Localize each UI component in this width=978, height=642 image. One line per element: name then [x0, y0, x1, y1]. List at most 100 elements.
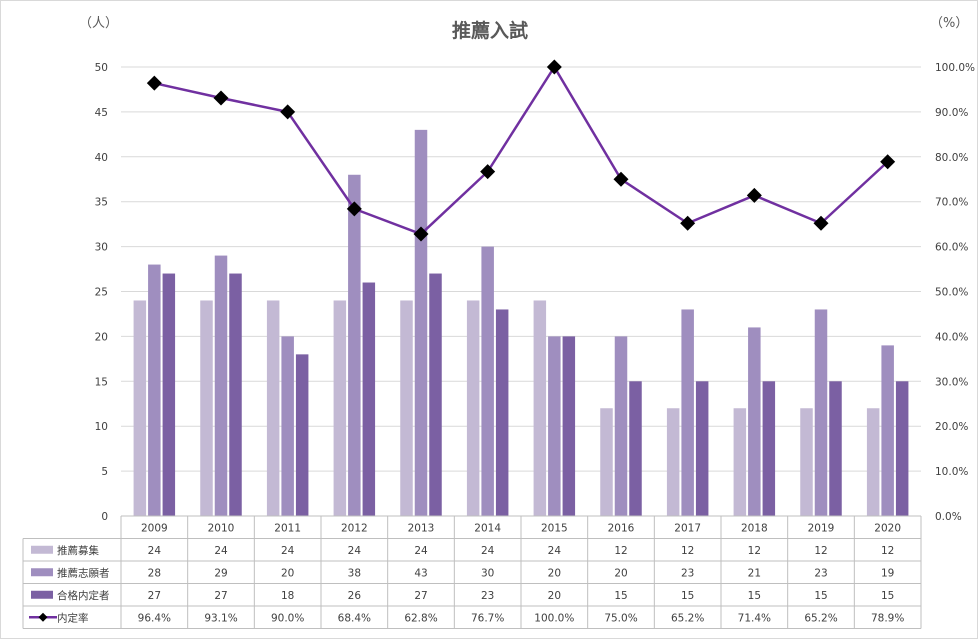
data-table-cell: 27 [414, 590, 427, 602]
line-point-marker [146, 75, 162, 91]
bar [533, 300, 547, 516]
bar [148, 264, 161, 516]
data-table-cell: 15 [748, 590, 761, 602]
bar [866, 408, 880, 516]
line-point-marker [280, 104, 296, 120]
bar [429, 273, 442, 516]
data-table-cell: 15 [814, 590, 827, 602]
bar [733, 408, 747, 516]
bar [414, 129, 428, 517]
legend-series-name: 推薦志願者 [57, 566, 110, 579]
data-table-cell: 12 [748, 545, 761, 557]
bar [562, 336, 576, 516]
x-axis-tick-label: 2009 [141, 523, 168, 535]
left-axis-tick-label: 5 [101, 466, 108, 478]
right-axis-tick-label: 40.0% [935, 331, 968, 343]
line-point-marker [413, 226, 429, 242]
line-point-marker [613, 171, 629, 187]
data-table-cell: 65.2% [804, 612, 837, 624]
right-axis-tick-label: 80.0% [935, 152, 968, 164]
bar [748, 327, 761, 516]
data-table-cell: 62.8% [404, 612, 437, 624]
data-table-cell: 26 [348, 590, 362, 602]
data-table-cell: 20 [281, 567, 294, 579]
bar [600, 408, 613, 516]
data-table-cell: 19 [881, 567, 894, 579]
axes: 0 5 10 15 20 25 30 35 40 45 50 0.0% 10.0% 20.0% 30.0% 4… [95, 62, 975, 523]
left-axis-tick-label: 50 [95, 62, 108, 74]
left-axis-tick-label: 0 [101, 511, 108, 523]
x-axis-tick-label: 2012 [341, 523, 368, 535]
data-table-cell: 100.0% [534, 612, 574, 624]
data-table-cell: 20 [614, 567, 627, 579]
data-table-cell: 90.0% [271, 612, 304, 624]
left-axis-tick-label: 15 [95, 376, 108, 388]
bar [133, 300, 147, 516]
data-table-cell: 43 [414, 567, 427, 579]
legend-series-name: 合格内定者 [57, 589, 110, 602]
right-axis-tick-label: 70.0% [935, 197, 968, 209]
bar [895, 381, 909, 516]
data-table-cell: 12 [881, 545, 894, 557]
x-axis-tick-label: 2011 [274, 523, 301, 535]
data-table: 2009 2010 2011 2012 2013 2014 2015 2016 2017 2018… [22, 515, 922, 629]
data-table-cell: 24 [214, 545, 228, 557]
data-table-cell: 20 [548, 590, 561, 602]
x-axis-tick-label: 2013 [408, 523, 435, 535]
data-table-cell: 96.4% [138, 612, 171, 624]
line-point-marker [346, 201, 362, 217]
data-table-cell: 30 [481, 567, 494, 579]
data-table-cell: 12 [614, 545, 627, 557]
bar [281, 336, 294, 516]
data-table-cell: 15 [881, 590, 894, 602]
data-table-cell: 12 [814, 545, 827, 557]
bar [362, 282, 376, 516]
legend-swatch [31, 568, 53, 577]
left-axis-tick-label: 30 [95, 242, 108, 254]
data-table-cell: 23 [814, 567, 827, 579]
data-table-cell: 27 [214, 590, 227, 602]
left-axis-tick-label: 45 [95, 107, 108, 119]
x-axis-tick-label: 2015 [541, 523, 568, 535]
line-series-path [154, 65, 889, 236]
bar [829, 381, 842, 516]
data-table-cell: 76.7% [471, 612, 504, 624]
left-axis-tick-label: 25 [95, 287, 108, 299]
bar [681, 309, 694, 516]
data-table-cell: 24 [414, 545, 428, 557]
right-axis-tick-label: 10.0% [935, 466, 968, 478]
right-axis-tick-label: 60.0% [935, 242, 968, 254]
right-axis-tick-label: 20.0% [935, 421, 968, 433]
bar [695, 381, 709, 516]
bar [229, 273, 242, 516]
line-point-marker [880, 154, 896, 170]
bar [881, 345, 894, 516]
legend-series-name: 推薦募集 [57, 544, 99, 557]
bar [333, 300, 347, 516]
line-point-marker [480, 164, 496, 180]
x-axis-tick-label: 2019 [808, 523, 835, 535]
x-axis-tick-label: 2017 [674, 523, 701, 535]
data-table-cell: 24 [548, 545, 562, 557]
bar [614, 336, 628, 516]
data-table-cell: 78.9% [871, 612, 904, 624]
data-table-cell: 24 [148, 545, 162, 557]
right-axis-tick-label: 100.0% [935, 62, 975, 74]
bar [266, 300, 280, 516]
bar [162, 273, 176, 516]
data-table-cell: 18 [281, 590, 294, 602]
x-axis-tick-label: 2020 [874, 523, 901, 535]
data-table-cell: 71.4% [738, 612, 771, 624]
legend-swatch [31, 590, 53, 599]
x-axis-tick-label: 2018 [741, 523, 768, 535]
bar [466, 300, 480, 516]
data-table-cell: 38 [348, 567, 361, 579]
bar [548, 336, 561, 516]
bar [400, 300, 413, 516]
left-axis-tick-label: 10 [95, 421, 108, 433]
left-axis-tick-label: 20 [95, 331, 108, 343]
bar [762, 381, 776, 516]
left-axis-tick-label: 35 [95, 197, 108, 209]
